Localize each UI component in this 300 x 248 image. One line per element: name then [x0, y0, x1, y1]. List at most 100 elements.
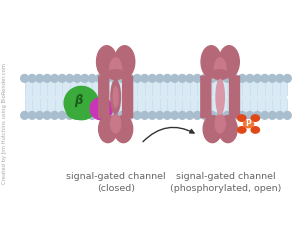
Ellipse shape — [244, 120, 254, 128]
Ellipse shape — [231, 74, 239, 82]
Ellipse shape — [276, 112, 284, 119]
Ellipse shape — [178, 112, 186, 119]
FancyArrowPatch shape — [143, 127, 194, 142]
Ellipse shape — [43, 74, 51, 82]
Ellipse shape — [164, 74, 171, 82]
Ellipse shape — [21, 74, 28, 82]
Ellipse shape — [111, 112, 119, 119]
Ellipse shape — [208, 112, 216, 119]
Ellipse shape — [28, 74, 36, 82]
Ellipse shape — [164, 112, 171, 119]
Ellipse shape — [212, 70, 228, 80]
Ellipse shape — [194, 112, 201, 119]
Ellipse shape — [148, 74, 156, 82]
Ellipse shape — [261, 74, 269, 82]
Ellipse shape — [36, 74, 43, 82]
Ellipse shape — [73, 74, 81, 82]
Ellipse shape — [246, 74, 254, 82]
Ellipse shape — [156, 74, 164, 82]
Ellipse shape — [88, 112, 96, 119]
Ellipse shape — [81, 112, 88, 119]
Ellipse shape — [64, 86, 98, 120]
Ellipse shape — [111, 74, 119, 82]
Ellipse shape — [201, 46, 221, 78]
Ellipse shape — [113, 87, 118, 107]
Text: signal-gated channel
(closed): signal-gated channel (closed) — [66, 172, 166, 193]
Ellipse shape — [203, 116, 222, 143]
Ellipse shape — [254, 112, 261, 119]
Ellipse shape — [238, 127, 246, 133]
Ellipse shape — [186, 74, 194, 82]
Ellipse shape — [215, 114, 225, 133]
Ellipse shape — [251, 115, 260, 121]
Ellipse shape — [99, 116, 117, 143]
Ellipse shape — [201, 74, 209, 82]
Ellipse shape — [141, 74, 148, 82]
Ellipse shape — [97, 46, 117, 78]
Ellipse shape — [51, 74, 58, 82]
Ellipse shape — [126, 112, 134, 119]
Ellipse shape — [111, 80, 120, 114]
Ellipse shape — [103, 74, 111, 82]
Ellipse shape — [156, 112, 164, 119]
Ellipse shape — [66, 102, 87, 119]
Ellipse shape — [171, 74, 178, 82]
Ellipse shape — [208, 74, 216, 82]
Text: P: P — [246, 120, 251, 128]
Ellipse shape — [103, 112, 111, 119]
FancyBboxPatch shape — [200, 75, 212, 118]
Ellipse shape — [216, 112, 224, 119]
Ellipse shape — [58, 74, 66, 82]
Ellipse shape — [90, 98, 112, 120]
Ellipse shape — [51, 112, 58, 119]
Ellipse shape — [254, 74, 261, 82]
Ellipse shape — [268, 112, 276, 119]
Ellipse shape — [216, 79, 224, 114]
Ellipse shape — [21, 112, 28, 119]
Ellipse shape — [133, 74, 141, 82]
Ellipse shape — [219, 46, 239, 78]
Text: γ: γ — [99, 101, 106, 111]
Ellipse shape — [114, 116, 133, 143]
Text: β: β — [74, 94, 82, 107]
Ellipse shape — [251, 127, 260, 133]
FancyBboxPatch shape — [122, 75, 133, 118]
FancyBboxPatch shape — [229, 75, 240, 118]
Ellipse shape — [73, 112, 81, 119]
Ellipse shape — [118, 112, 126, 119]
Ellipse shape — [58, 112, 66, 119]
Ellipse shape — [66, 74, 74, 82]
Ellipse shape — [238, 112, 246, 119]
Text: signal-gated channel
(phosphorylated, open): signal-gated channel (phosphorylated, op… — [170, 172, 282, 193]
Ellipse shape — [268, 74, 276, 82]
Ellipse shape — [133, 112, 141, 119]
Ellipse shape — [171, 112, 178, 119]
Text: Created by Jim Hutchins using BioRender.com: Created by Jim Hutchins using BioRender.… — [2, 63, 7, 185]
Ellipse shape — [284, 74, 291, 82]
Ellipse shape — [36, 112, 43, 119]
Ellipse shape — [115, 46, 135, 78]
Ellipse shape — [96, 74, 104, 82]
Ellipse shape — [118, 74, 126, 82]
Ellipse shape — [126, 74, 134, 82]
Ellipse shape — [107, 70, 124, 80]
Ellipse shape — [88, 74, 96, 82]
Ellipse shape — [284, 112, 291, 119]
Ellipse shape — [238, 115, 246, 121]
Ellipse shape — [231, 112, 239, 119]
Ellipse shape — [194, 74, 201, 82]
Ellipse shape — [219, 116, 237, 143]
Ellipse shape — [81, 74, 88, 82]
Ellipse shape — [186, 112, 194, 119]
Ellipse shape — [96, 112, 104, 119]
Ellipse shape — [238, 74, 246, 82]
Ellipse shape — [110, 58, 122, 80]
Ellipse shape — [201, 112, 209, 119]
Ellipse shape — [246, 112, 254, 119]
Ellipse shape — [261, 112, 269, 119]
Ellipse shape — [111, 114, 121, 133]
Bar — [25, 81, 287, 112]
Ellipse shape — [216, 74, 224, 82]
Ellipse shape — [148, 112, 156, 119]
Ellipse shape — [178, 74, 186, 82]
